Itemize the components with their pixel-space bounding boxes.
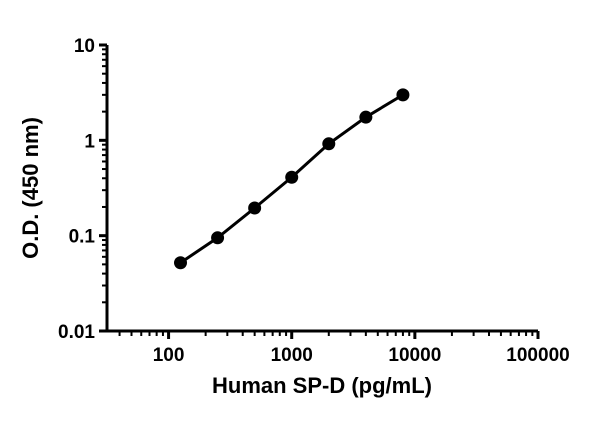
data-point-marker xyxy=(396,88,410,102)
data-point-marker xyxy=(322,137,336,151)
data-point-marker xyxy=(285,170,299,184)
x-tick-label: 1000 xyxy=(271,345,313,366)
y-tick-label: 1 xyxy=(84,131,95,152)
x-tick-label: 100000 xyxy=(506,345,569,366)
data-point-marker xyxy=(211,231,225,245)
axis-spines xyxy=(105,45,538,333)
axes-layer xyxy=(99,43,540,339)
x-tick-label: 10000 xyxy=(388,345,441,366)
tick-label-layer: 100 1000 10000 100000 0.01 0.1 1 10 xyxy=(58,36,570,366)
y-tick-label: 0.01 xyxy=(58,322,95,343)
y-axis-title: O.D. (450 nm) xyxy=(18,117,43,259)
data-point-marker xyxy=(174,256,188,270)
y-tick-label: 0.1 xyxy=(69,227,96,248)
x-tick-label: 100 xyxy=(153,345,185,366)
data-point-marker xyxy=(248,201,262,215)
x-axis-title: Human SP-D (pg/mL) xyxy=(212,373,432,398)
data-point-marker xyxy=(359,110,373,124)
y-tick-label: 10 xyxy=(74,36,95,57)
data-series-human-sp-d xyxy=(174,88,410,270)
